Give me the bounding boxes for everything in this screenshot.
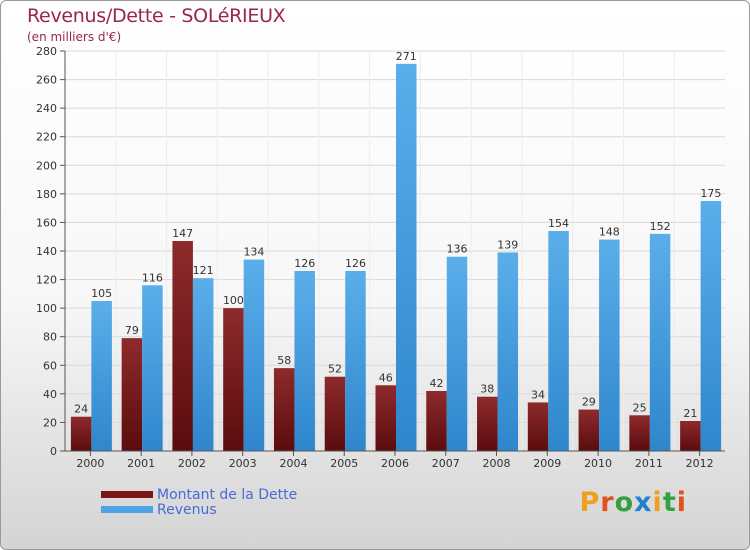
bar-dette-2007 <box>426 391 447 451</box>
bar-dette-2005 <box>324 376 346 451</box>
bar-revenus-2012 <box>700 201 722 451</box>
data-label-dette-2011: 25 <box>633 401 647 414</box>
x-tick-label-2001: 2001 <box>127 457 155 470</box>
y-tick-label-140: 140 <box>36 245 57 258</box>
bar-revenus-2008 <box>497 252 519 451</box>
data-label-dette-2008: 38 <box>480 383 494 396</box>
y-tick-label-220: 220 <box>36 131 57 144</box>
bar-revenus-2005 <box>345 271 366 451</box>
logo-letter: x <box>634 487 653 518</box>
data-label-revenus-2000: 105 <box>91 287 112 300</box>
legend: Montant de la Dette Revenus <box>101 486 298 518</box>
x-tick-label-2011: 2011 <box>635 457 663 470</box>
y-tick-label-200: 200 <box>36 159 57 172</box>
logo-letter: i <box>652 487 663 518</box>
logo-letter: o <box>614 487 635 518</box>
legend-label-revenus: Revenus <box>157 501 217 518</box>
data-label-revenus-2006: 271 <box>396 50 417 63</box>
x-tick-label-2004: 2004 <box>279 457 307 470</box>
bar-revenus-2006 <box>396 63 417 451</box>
y-tick-label-240: 240 <box>36 102 57 115</box>
legend-swatch-dette <box>101 491 153 498</box>
legend-swatch-revenus <box>101 506 153 513</box>
logo-letter: t <box>662 487 677 518</box>
chart-subtitle: (en milliers d'€) <box>27 30 122 44</box>
data-label-revenus-2011: 152 <box>650 220 671 233</box>
data-label-dette-2000: 24 <box>74 403 88 416</box>
logo-letter: r <box>600 487 615 518</box>
y-tick-label-120: 120 <box>36 274 57 287</box>
y-tick-label-180: 180 <box>36 188 57 201</box>
bar-dette-2010 <box>578 409 600 451</box>
bar-dette-2006 <box>375 385 396 451</box>
data-label-revenus-2004: 126 <box>294 257 315 270</box>
legend-item-dette: Montant de la Dette <box>101 486 298 503</box>
data-label-dette-2012: 21 <box>683 407 697 420</box>
bar-dette-2000 <box>70 416 92 451</box>
bar-revenus-2002 <box>192 278 214 451</box>
bar-dette-2011 <box>629 415 650 451</box>
x-tick-label-2008: 2008 <box>483 457 511 470</box>
bar-revenus-2007 <box>446 256 468 451</box>
x-tick-label-2006: 2006 <box>381 457 409 470</box>
x-tick-label-2005: 2005 <box>330 457 358 470</box>
data-label-dette-2010: 29 <box>582 396 596 409</box>
y-tick-label-80: 80 <box>43 331 57 344</box>
legend-item-revenus: Revenus <box>101 501 297 518</box>
x-tick-label-2003: 2003 <box>229 457 257 470</box>
y-tick-label-40: 40 <box>43 388 57 401</box>
bar-dette-2002 <box>172 241 193 451</box>
y-tick-label-60: 60 <box>43 359 57 372</box>
bar-revenus-2009 <box>548 231 569 451</box>
data-label-dette-2001: 79 <box>125 324 139 337</box>
x-tick-label-2012: 2012 <box>686 457 714 470</box>
y-tick-label-160: 160 <box>36 216 57 229</box>
proxiti-logo: Proxiti <box>579 487 687 518</box>
data-label-revenus-2007: 136 <box>447 243 468 256</box>
data-label-revenus-2001: 116 <box>142 271 163 284</box>
x-tick-label-2007: 2007 <box>432 457 460 470</box>
bar-dette-2001 <box>121 338 143 451</box>
data-label-dette-2009: 34 <box>531 388 545 401</box>
data-label-dette-2002: 147 <box>172 227 193 240</box>
data-label-dette-2006: 46 <box>379 371 393 384</box>
bar-dette-2008 <box>477 396 498 451</box>
y-tick-label-0: 0 <box>50 445 57 458</box>
bar-dette-2003 <box>223 308 244 451</box>
y-tick-label-100: 100 <box>36 302 57 315</box>
bar-revenus-2004 <box>294 271 315 451</box>
logo-letter: P <box>579 487 601 518</box>
logo-letter: i <box>676 487 687 518</box>
x-tick-label-2002: 2002 <box>178 457 206 470</box>
data-label-revenus-2010: 148 <box>599 226 620 239</box>
bar-revenus-2011 <box>649 233 671 451</box>
x-tick-label-2000: 2000 <box>76 457 104 470</box>
bar-revenus-2001 <box>142 285 163 451</box>
data-label-dette-2004: 58 <box>277 354 291 367</box>
bar-dette-2009 <box>527 402 549 451</box>
data-label-revenus-2003: 134 <box>243 246 264 259</box>
data-label-dette-2007: 42 <box>430 377 444 390</box>
bar-dette-2012 <box>680 421 701 451</box>
data-label-revenus-2008: 139 <box>497 238 518 251</box>
chart-title: Revenus/Dette - SOLéRIEUX <box>27 5 286 27</box>
legend-label-dette: Montant de la Dette <box>157 486 298 503</box>
data-label-revenus-2002: 121 <box>193 264 214 277</box>
x-tick-label-2009: 2009 <box>533 457 561 470</box>
data-label-dette-2003: 100 <box>223 294 244 307</box>
x-tick-label-2010: 2010 <box>584 457 612 470</box>
bar-revenus-2010 <box>599 239 620 451</box>
y-tick-label-260: 260 <box>36 74 57 87</box>
data-label-dette-2005: 52 <box>328 363 342 376</box>
data-label-revenus-2012: 175 <box>700 187 721 200</box>
data-label-revenus-2005: 126 <box>345 257 366 270</box>
y-tick-label-280: 280 <box>36 45 57 58</box>
data-label-revenus-2009: 154 <box>548 217 569 230</box>
bar-revenus-2000 <box>91 301 112 451</box>
bar-dette-2004 <box>273 368 295 451</box>
bar-revenus-2003 <box>243 259 265 451</box>
y-tick-label-20: 20 <box>43 416 57 429</box>
